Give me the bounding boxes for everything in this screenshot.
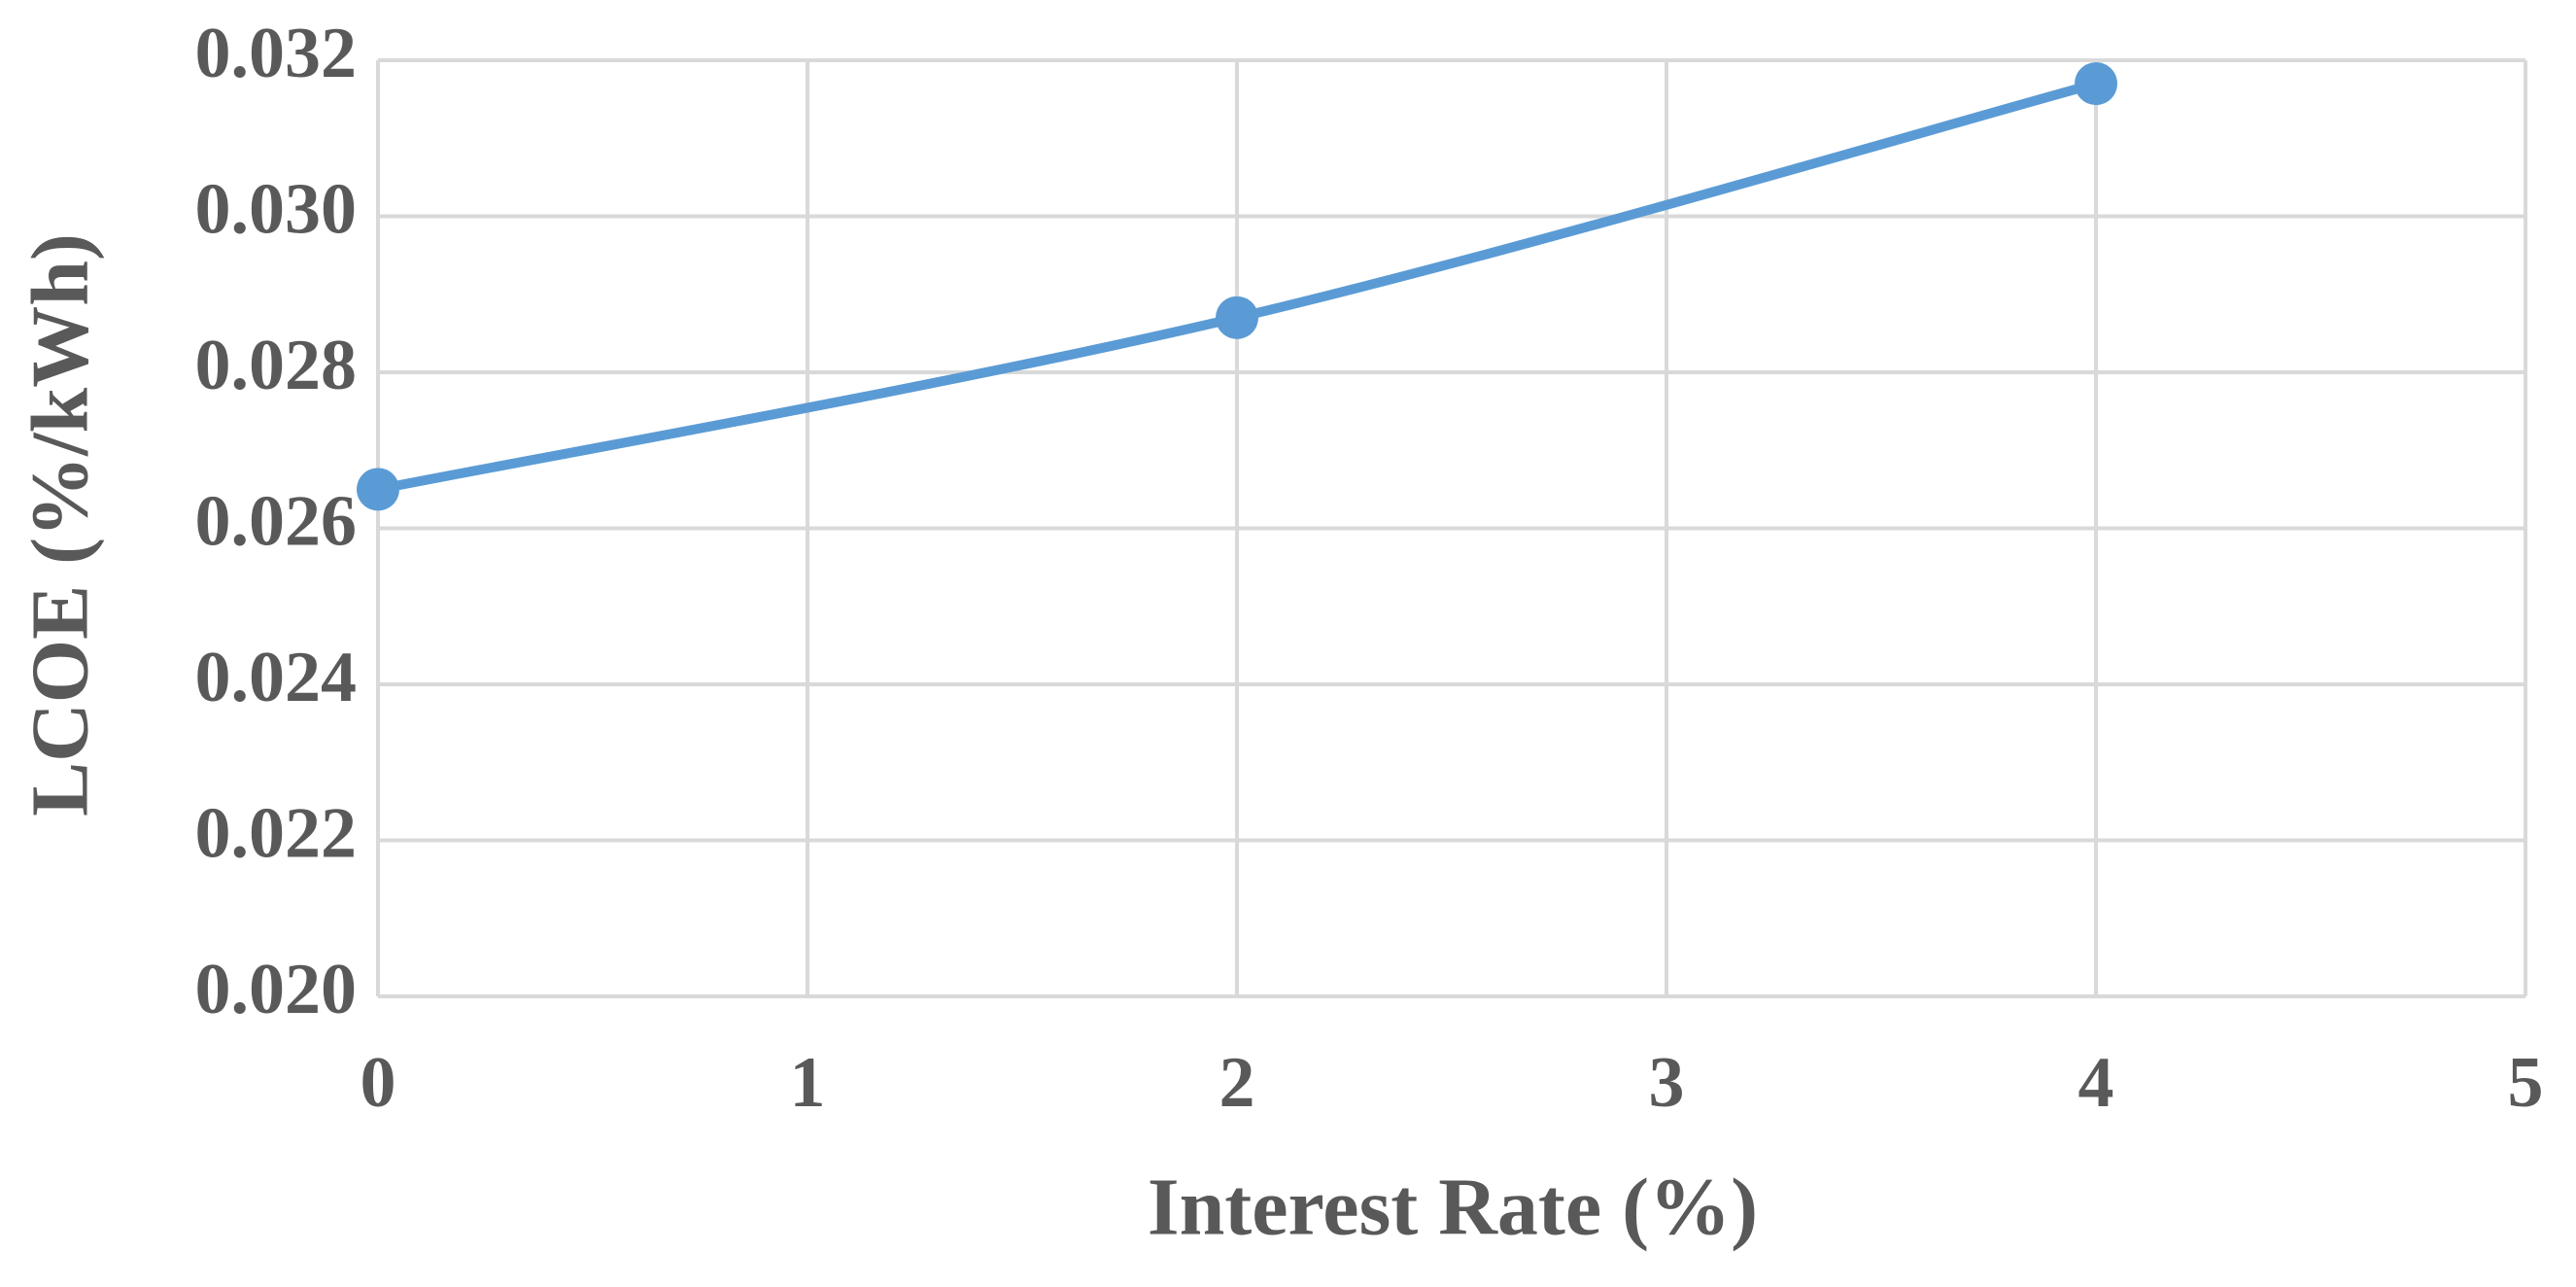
x-tick-label: 1	[790, 1043, 826, 1123]
y-axis-title: LCOE (%/kWh)	[15, 233, 105, 817]
x-tick-label: 2	[1219, 1043, 1255, 1123]
marker	[2075, 62, 2117, 106]
y-tick-label: 0.026	[195, 481, 358, 561]
marker	[357, 468, 399, 511]
x-tick-label: 0	[361, 1043, 396, 1123]
y-tick-label: 0.024	[195, 638, 358, 717]
y-tick-label: 0.030	[195, 169, 358, 249]
x-tick-label: 5	[2508, 1043, 2544, 1123]
x-axis-title: Interest Rate (%)	[1148, 1162, 1758, 1252]
y-tick-label: 0.032	[195, 14, 358, 93]
y-tick-label: 0.028	[195, 326, 358, 405]
x-tick-label: 3	[1649, 1043, 1685, 1123]
x-tick-label: 4	[2078, 1043, 2114, 1123]
marker	[1216, 296, 1258, 339]
y-tick-label: 0.022	[195, 793, 358, 873]
y-tick-label: 0.020	[195, 950, 358, 1029]
